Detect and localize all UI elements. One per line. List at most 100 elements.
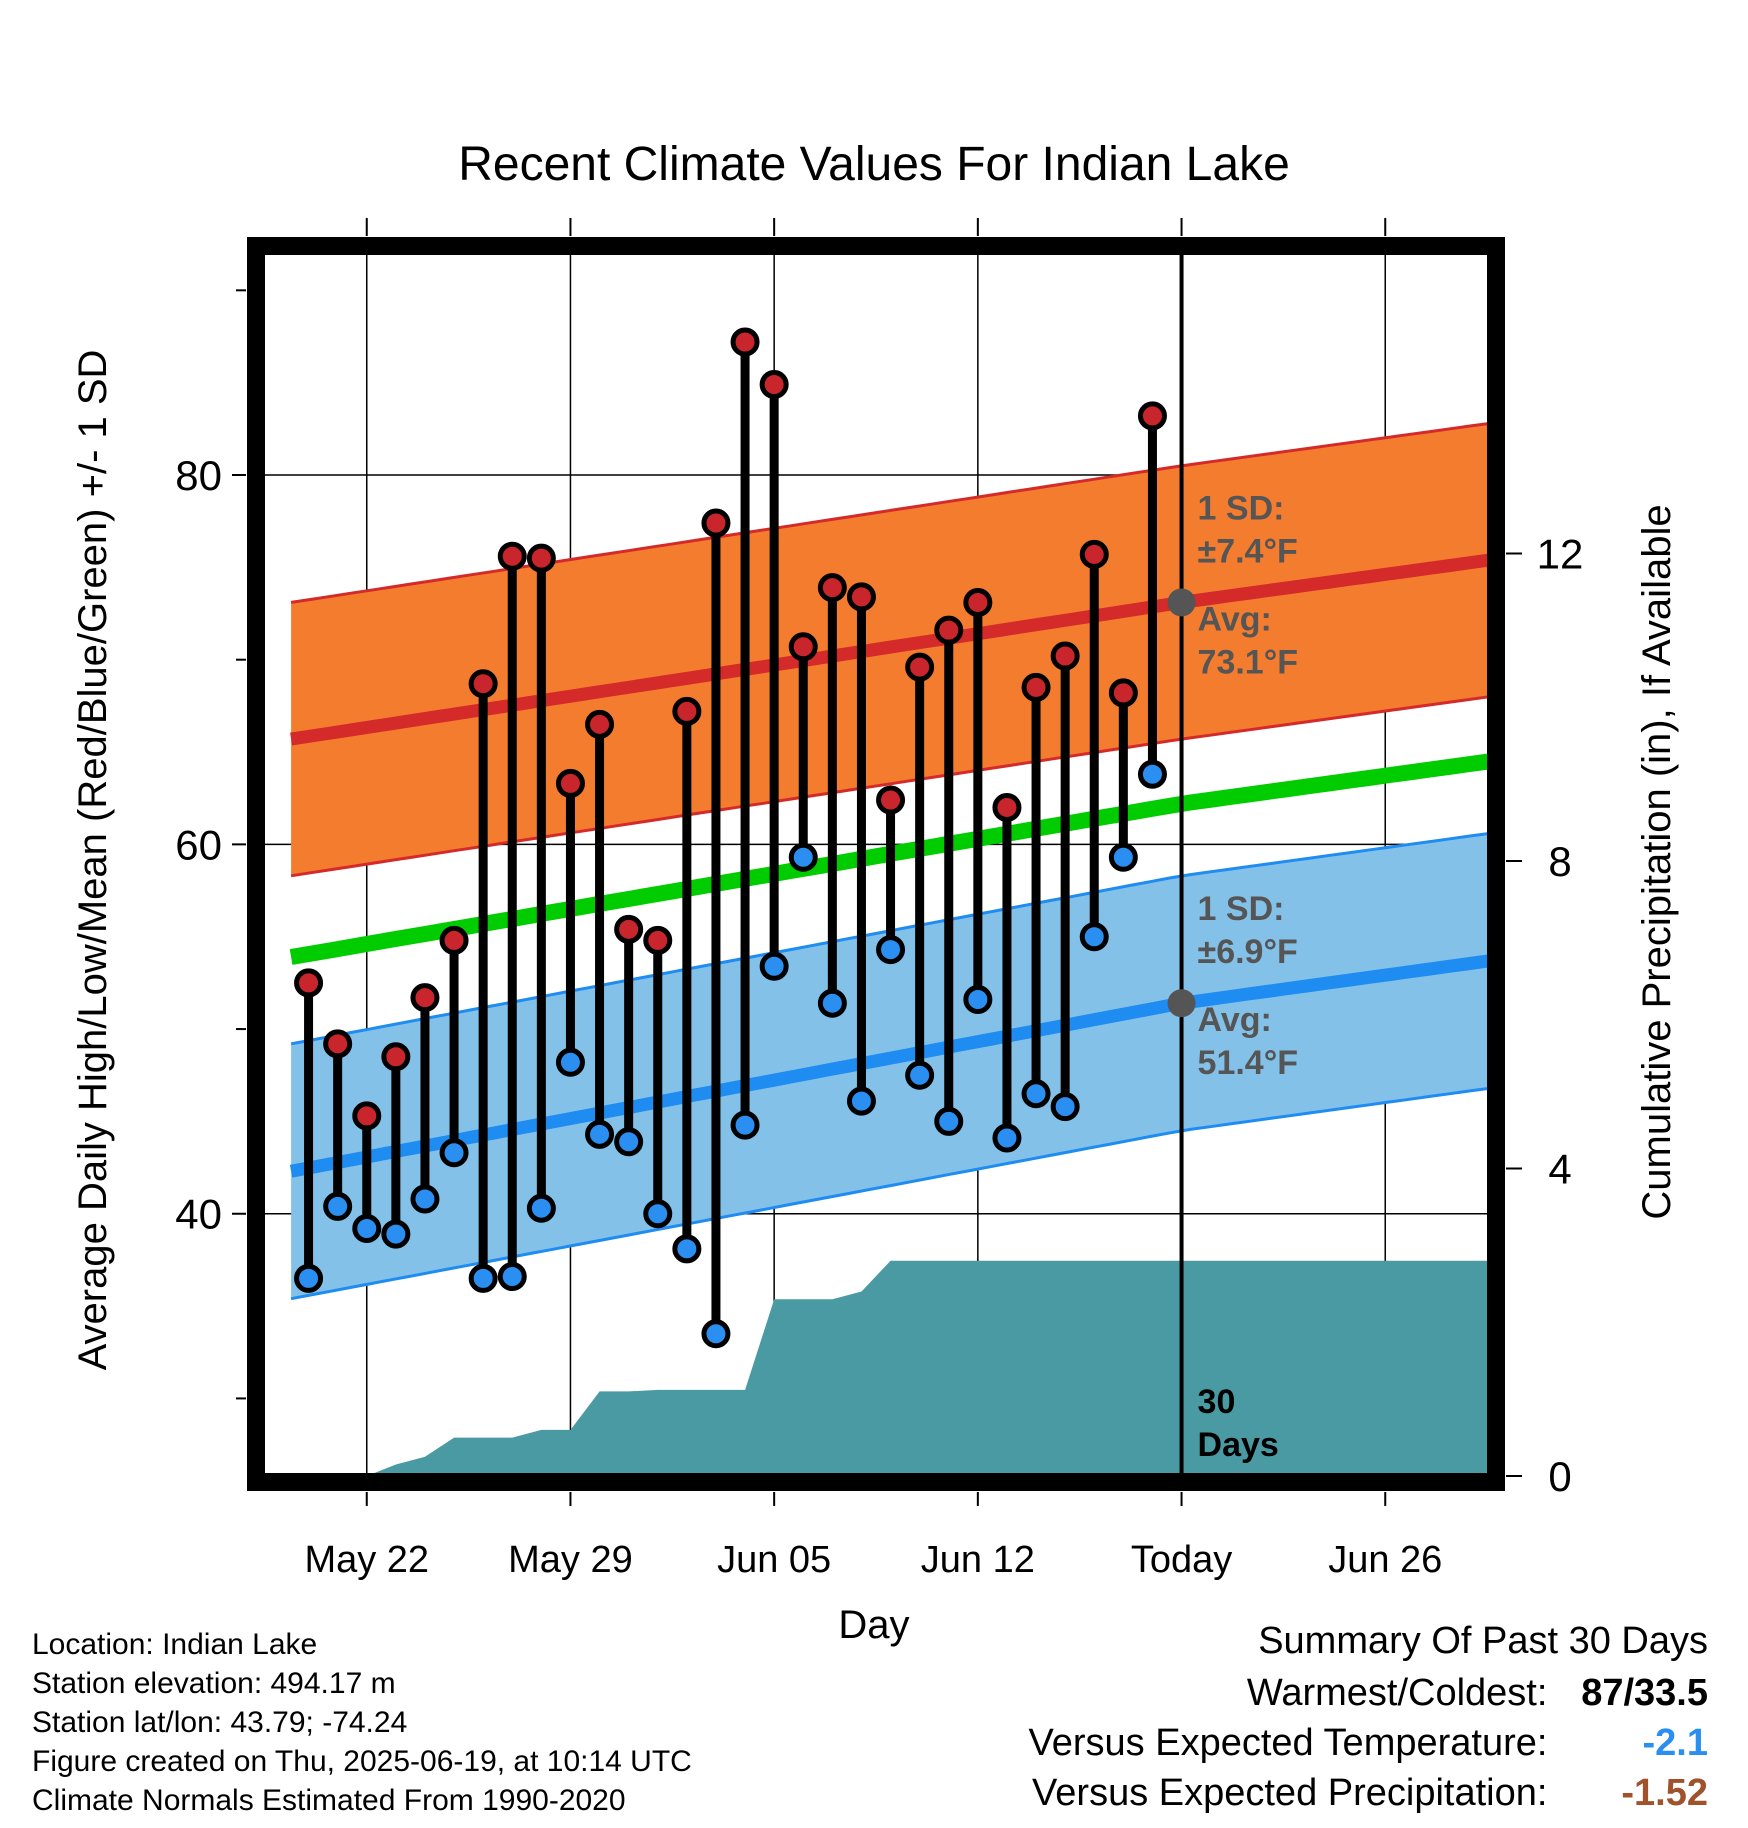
summary-precipitation: Versus Expected Precipitation: -1.52 xyxy=(1032,1772,1708,1815)
meta-created: Figure created on Thu, 2025-06-19, at 10… xyxy=(32,1745,692,1778)
daily-low-marker xyxy=(672,1234,702,1264)
daily-high-marker xyxy=(614,914,644,944)
daily-low-marker xyxy=(323,1191,353,1221)
normal-annotations: 1 SD: ±7.4°F Avg: 73.1°F 1 SD: ±6.9°F Avg: 51.4… xyxy=(1167,489,1299,1464)
daily-low-marker xyxy=(381,1219,411,1249)
daily-low-marker xyxy=(585,1119,615,1149)
daily-low-marker xyxy=(555,1047,585,1077)
daily-low-marker xyxy=(1079,922,1109,952)
low-avg-label: Avg: xyxy=(1198,1001,1272,1039)
daily-low-marker xyxy=(730,1110,760,1140)
y-tick-label: 40 xyxy=(175,1191,222,1238)
daily-high-marker xyxy=(1050,641,1080,671)
daily-high-marker xyxy=(643,925,673,955)
high-sd-value: ±7.4°F xyxy=(1198,532,1298,570)
daily-low-marker xyxy=(934,1106,964,1136)
daily-high-marker xyxy=(1079,539,1109,569)
daily-low-marker xyxy=(1108,842,1138,872)
x-tick-label: Jun 05 xyxy=(717,1539,831,1581)
daily-markers xyxy=(294,327,1167,1349)
daily-high-marker xyxy=(585,709,615,739)
summary-warmest-coldest: Warmest/Coldest: 87/33.5 xyxy=(1247,1672,1708,1715)
summary-precipitation-value: -1.52 xyxy=(1621,1772,1708,1814)
daily-high-marker xyxy=(555,768,585,798)
low-sd-band xyxy=(291,833,1490,1299)
normal-low-line xyxy=(289,954,1490,1178)
daily-high-marker xyxy=(468,669,498,699)
daily-low-marker xyxy=(294,1263,324,1293)
y2-tick-label: 4 xyxy=(1548,1146,1571,1193)
daily-high-marker xyxy=(788,632,818,662)
high-band-upper-edge xyxy=(290,421,1490,604)
daily-low-marker xyxy=(992,1123,1022,1153)
daily-high-marker xyxy=(876,785,906,815)
daily-high-marker xyxy=(846,582,876,612)
daily-high-marker xyxy=(963,587,993,617)
summary-warmest-coldest-label: Warmest/Coldest: xyxy=(1246,1672,1548,1714)
summary-temperature-label: Versus Expected Temperature: xyxy=(1028,1722,1548,1764)
y2-tick-label: 0 xyxy=(1548,1453,1571,1500)
x-tick-label: Jun 12 xyxy=(921,1539,1035,1581)
x-tick-label: Today xyxy=(1131,1539,1232,1581)
y2-axis-label: Cumulative Precipitation (in), If Availa… xyxy=(1635,504,1679,1219)
daily-high-marker xyxy=(381,1042,411,1072)
low-avg-dot xyxy=(1167,989,1196,1018)
summary-temperature-value: -2.1 xyxy=(1642,1722,1708,1764)
x-tick-label: May 22 xyxy=(304,1539,429,1581)
daily-high-marker xyxy=(497,541,527,571)
daily-range-bars xyxy=(304,246,1184,1476)
daily-low-marker xyxy=(701,1319,731,1349)
summary-precipitation-label: Versus Expected Precipitation: xyxy=(1032,1772,1548,1814)
daily-low-marker xyxy=(614,1127,644,1157)
y-tick-label: 80 xyxy=(175,452,222,499)
daily-low-marker xyxy=(905,1060,935,1090)
daily-low-marker xyxy=(963,985,993,1015)
y-tick-label: 60 xyxy=(175,821,222,868)
daily-low-marker xyxy=(1021,1079,1051,1109)
daily-high-marker xyxy=(817,573,847,603)
low-band-lower-edge xyxy=(290,1086,1490,1301)
daily-low-marker xyxy=(352,1214,382,1244)
y2-tick-label: 12 xyxy=(1537,531,1584,578)
daily-low-marker xyxy=(817,988,847,1018)
meta-elevation: Station elevation: 494.17 m xyxy=(32,1667,396,1700)
plot-frame xyxy=(247,237,1505,1491)
low-sd-value: ±6.9°F xyxy=(1198,933,1298,971)
daily-low-marker xyxy=(468,1263,498,1293)
daily-high-marker xyxy=(934,615,964,645)
daily-high-marker xyxy=(1021,672,1051,702)
y-axis-label: Average Daily High/Low/Mean (Red/Blue/Gr… xyxy=(71,350,115,1371)
days-count: 30 xyxy=(1198,1383,1236,1421)
daily-low-marker xyxy=(526,1193,556,1223)
meta-location: Location: Indian Lake xyxy=(32,1628,318,1661)
summary-temperature: Versus Expected Temperature: -2.1 xyxy=(1029,1722,1708,1765)
low-avg-value: 51.4°F xyxy=(1198,1044,1299,1082)
low-sd-label: 1 SD: xyxy=(1198,890,1285,928)
daily-low-marker xyxy=(439,1138,469,1168)
daily-high-marker xyxy=(730,327,760,357)
days-label: Days xyxy=(1198,1426,1279,1464)
normal-high-line xyxy=(290,553,1490,746)
daily-low-marker xyxy=(788,842,818,872)
high-avg-value: 73.1°F xyxy=(1198,643,1299,681)
meta-latlon: Station lat/lon: 43.79; -74.24 xyxy=(32,1706,408,1739)
y2-tick-label: 8 xyxy=(1548,838,1571,885)
summary-title: Summary Of Past 30 Days xyxy=(1258,1620,1708,1662)
daily-high-marker xyxy=(905,652,935,682)
precipitation-area xyxy=(366,1260,1490,1476)
summary-warmest-coldest-value: 87/33.5 xyxy=(1581,1672,1708,1714)
high-avg-dot xyxy=(1167,588,1196,617)
daily-low-marker xyxy=(497,1262,527,1292)
x-axis-label: Day xyxy=(838,1603,909,1647)
daily-high-marker xyxy=(672,696,702,726)
x-tick-label: Jun 26 xyxy=(1328,1539,1442,1581)
daily-high-marker xyxy=(1108,678,1138,708)
daily-high-marker xyxy=(1137,401,1167,431)
daily-low-marker xyxy=(759,951,789,981)
high-avg-label: Avg: xyxy=(1198,600,1272,638)
daily-low-marker xyxy=(410,1184,440,1214)
daily-high-marker xyxy=(439,925,469,955)
daily-high-marker xyxy=(701,508,731,538)
daily-low-marker xyxy=(1137,759,1167,789)
